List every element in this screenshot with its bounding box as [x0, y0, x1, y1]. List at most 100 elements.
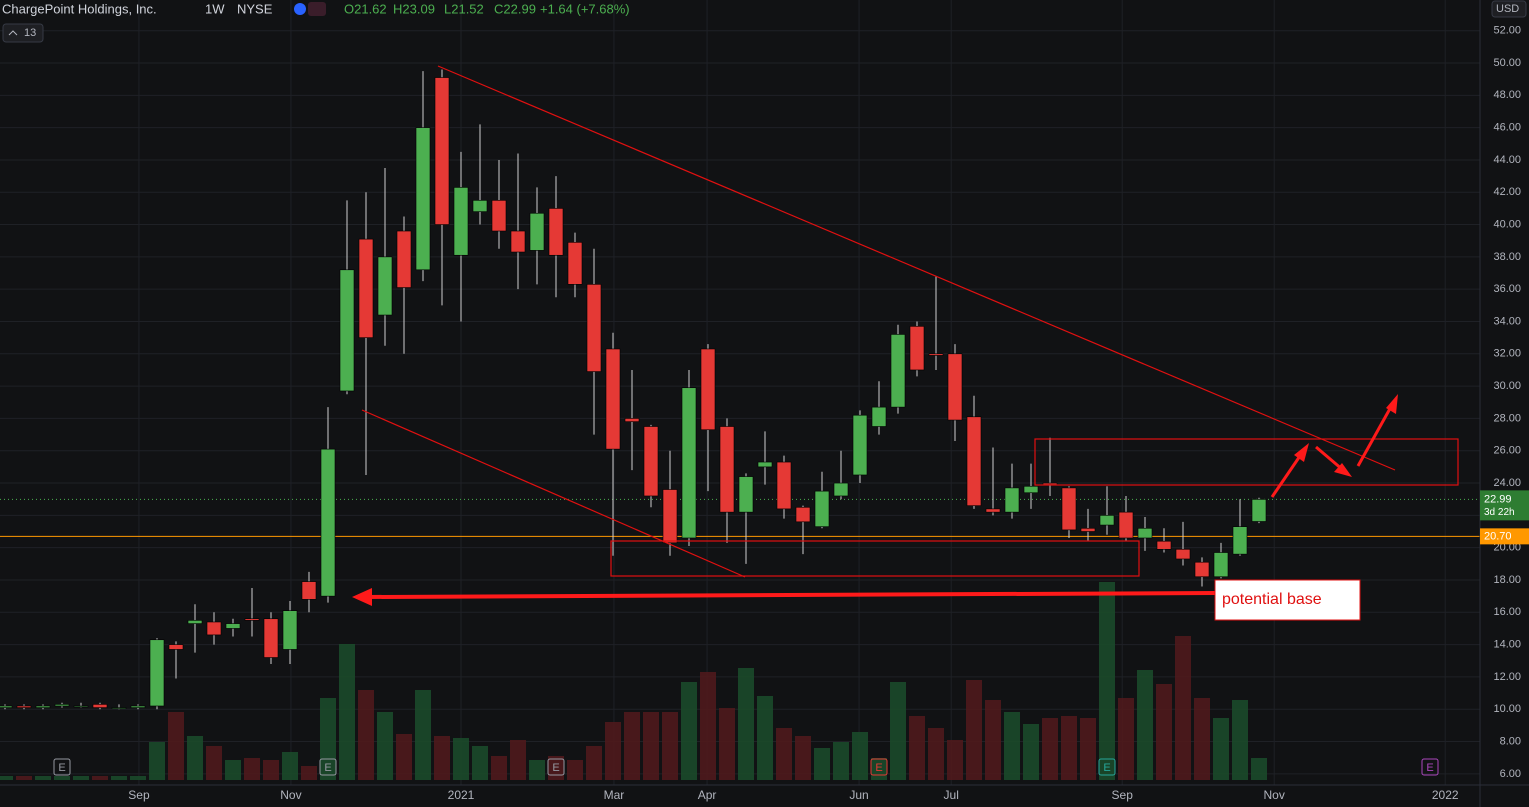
last-price: 22.99 [1484, 493, 1512, 505]
candle-body [130, 705, 146, 708]
candle-body [985, 508, 1001, 513]
arrow [1270, 452, 1304, 498]
zone-box [610, 540, 1140, 577]
event-label: E [1103, 762, 1110, 774]
candle-body [1156, 540, 1172, 550]
volume-bar [35, 776, 51, 780]
y-tick-label: 20.00 [1493, 542, 1521, 554]
candle-body [871, 406, 887, 427]
candle-body [35, 705, 51, 708]
volume-bar [301, 766, 317, 780]
y-tick-label: 8.00 [1500, 735, 1521, 747]
candle-body [54, 704, 70, 707]
candle-body [643, 426, 659, 497]
volume-bar [339, 644, 355, 780]
volume-bar [206, 746, 222, 780]
volume-bar [1061, 716, 1077, 780]
volume-bar [681, 682, 697, 780]
volume-bar [111, 776, 127, 780]
volume-bar [92, 776, 108, 780]
y-tick-label: 44.00 [1493, 154, 1521, 166]
volume-bar [947, 740, 963, 780]
event-marker [870, 758, 888, 776]
x-tick-label: Mar [604, 788, 625, 802]
volume-bar [377, 712, 393, 780]
trend-line [437, 65, 1396, 471]
volume-bar [282, 752, 298, 780]
volume-bar [1251, 758, 1267, 780]
indicator-toggle[interactable] [2, 23, 44, 43]
volume-bar [1175, 636, 1191, 780]
header: ChargePoint Holdings, Inc. 1W NYSE O21.6… [2, 0, 1527, 43]
candle-body [434, 77, 450, 225]
candle-body [662, 489, 678, 544]
candle-body [719, 426, 735, 513]
volume-bar [130, 776, 146, 780]
candle-body [415, 127, 431, 271]
volume-bar [985, 700, 1001, 780]
volume-bar [852, 732, 868, 780]
volume-bar [567, 760, 583, 780]
volume-bar [1194, 698, 1210, 780]
volume-bar [0, 776, 13, 780]
candle-body [320, 448, 336, 597]
candle-body [16, 705, 32, 708]
candle-body [1099, 515, 1115, 526]
volume-bar [396, 734, 412, 780]
volume-bar [643, 712, 659, 780]
volume-bar [453, 738, 469, 780]
y-tick-label: 24.00 [1493, 477, 1521, 489]
volume-bar [1080, 718, 1096, 780]
volume-bar [472, 746, 488, 780]
volume-bar [1004, 712, 1020, 780]
candle-body [92, 704, 108, 708]
volume-bar [54, 776, 70, 780]
y-tick-label: 52.00 [1493, 25, 1521, 37]
y-tick-label: 50.00 [1493, 57, 1521, 69]
icon [308, 2, 326, 16]
volume-bar [738, 668, 754, 780]
candle-body [358, 238, 374, 338]
currency-button[interactable] [1491, 0, 1527, 18]
symbol: ChargePoint Holdings, Inc. [2, 1, 157, 16]
icon [294, 3, 306, 15]
volume-bar [415, 690, 431, 780]
countdown: 3d 22h [1484, 507, 1515, 518]
candle-body [206, 621, 222, 636]
candle-body [453, 187, 469, 256]
volume-bar [529, 760, 545, 780]
candle-body [795, 506, 811, 523]
zone-box [1034, 438, 1459, 486]
y-tick-label: 36.00 [1493, 283, 1521, 295]
chevron [8, 30, 18, 36]
grid [0, 0, 1480, 785]
currency: USD [1496, 3, 1519, 15]
open: O21.62 [344, 1, 387, 16]
candle-body [776, 461, 792, 510]
volume-bar [833, 742, 849, 780]
arrow-head [1334, 463, 1352, 477]
x-tick-label: 2021 [448, 788, 475, 802]
candles [0, 69, 1267, 710]
volume-bar [1213, 718, 1229, 780]
y-tick-label: 48.00 [1493, 89, 1521, 101]
volume-bar [244, 758, 260, 780]
candle-body [681, 387, 697, 539]
candle-body [529, 212, 545, 251]
volume-bar [149, 742, 165, 780]
volume-bar [548, 756, 564, 780]
drawings [361, 65, 1459, 578]
candle-body [1061, 487, 1077, 531]
candle-body [225, 623, 241, 629]
candle-body [890, 334, 906, 408]
event-marker [547, 758, 565, 776]
volume-bar [719, 708, 735, 780]
annotation-box [1214, 579, 1361, 621]
candle-body [757, 461, 773, 468]
volume-bar [168, 712, 184, 780]
event-marker [1421, 758, 1439, 776]
indicator-count: 13 [24, 27, 36, 39]
annotation: potential base [1222, 591, 1322, 608]
